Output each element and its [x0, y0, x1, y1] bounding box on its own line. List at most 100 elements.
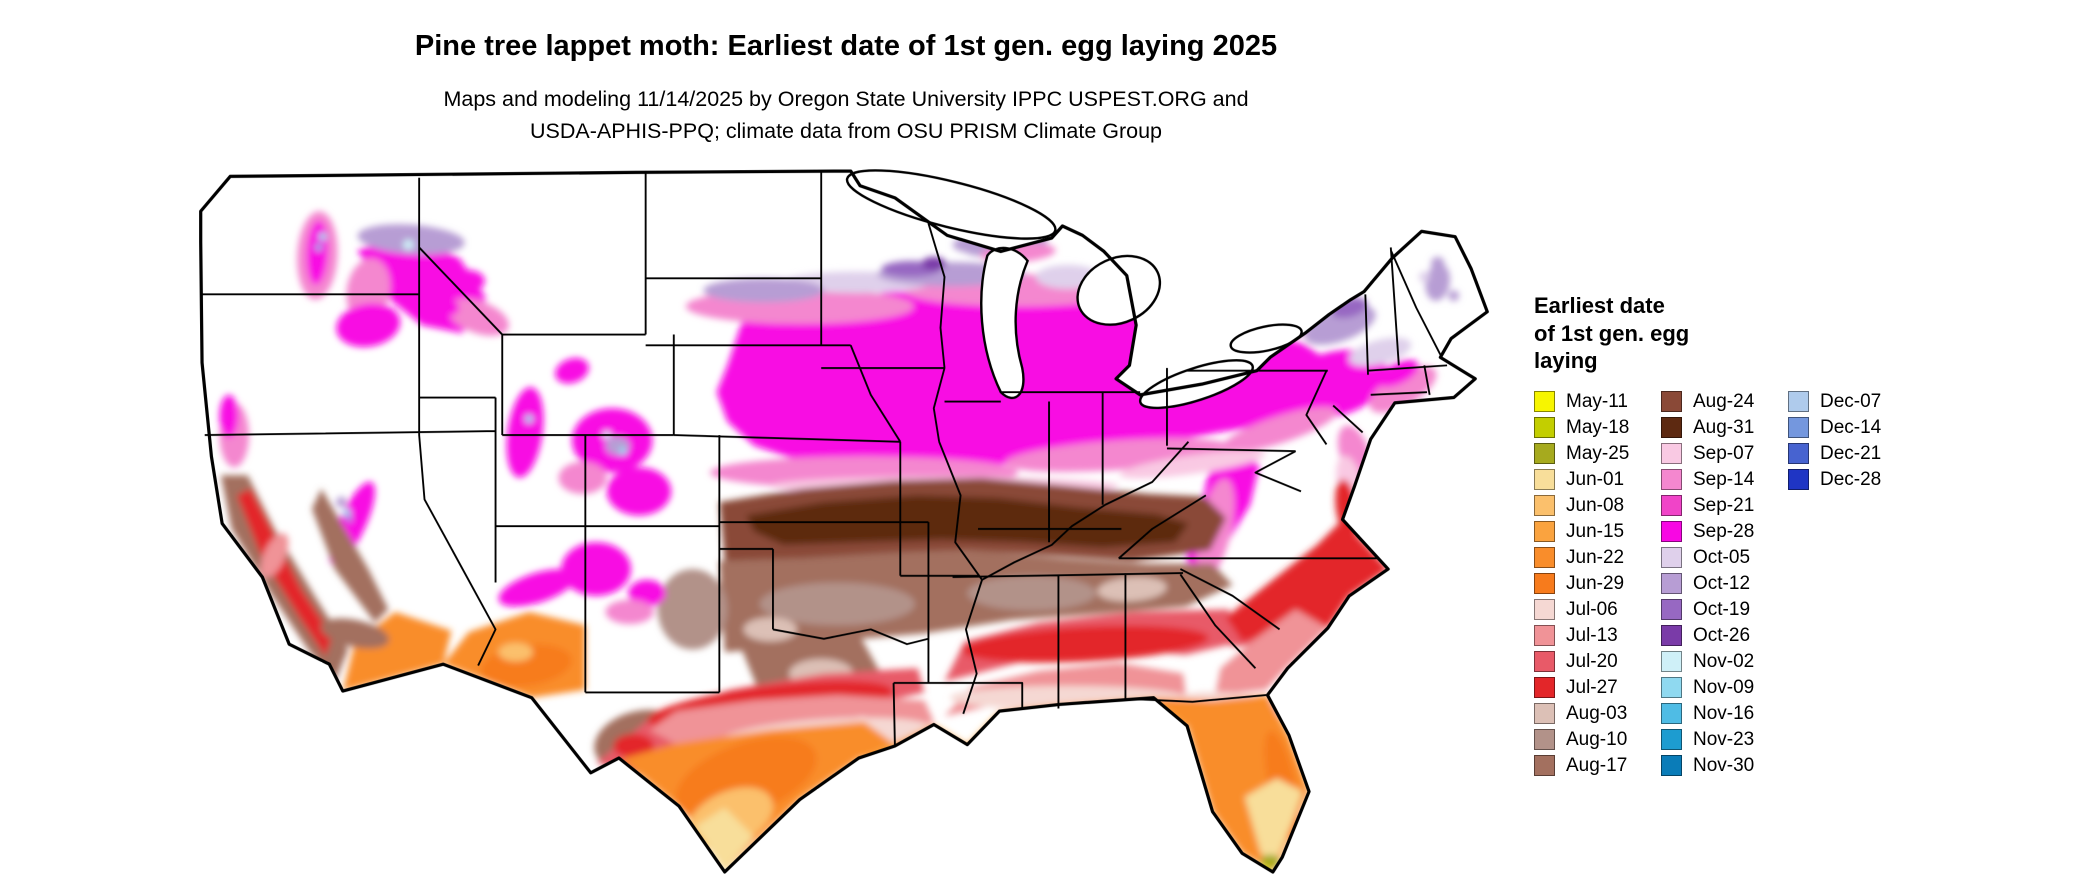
legend-swatch: [1661, 755, 1682, 776]
legend-column-1: May-11 May-18 May-25 Jun-01 Jun-08 Jun-15 Jun-…: [1534, 389, 1661, 779]
legend-entry: Jun-01: [1534, 467, 1661, 493]
legend-entry: Dec-07: [1788, 389, 1915, 415]
legend-entry: Aug-24: [1661, 389, 1788, 415]
legend-entry: Sep-14: [1661, 467, 1788, 493]
legend-swatch: [1534, 547, 1555, 568]
legend-label: May-18: [1566, 416, 1630, 438]
legend-swatch: [1788, 443, 1809, 464]
legend-label: Jul-27: [1566, 676, 1618, 698]
legend-label: Jul-13: [1566, 624, 1618, 646]
legend-swatch: [1534, 391, 1555, 412]
legend-swatch: [1534, 755, 1555, 776]
legend-entry: Jul-13: [1534, 623, 1661, 649]
legend-label: Nov-30: [1693, 754, 1755, 776]
legend-swatch: [1661, 677, 1682, 698]
legend-swatch: [1534, 417, 1555, 438]
legend-label: Aug-03: [1566, 702, 1628, 724]
legend: Earliest date of 1st gen. egg laying May…: [1534, 292, 2094, 779]
legend-swatch: [1661, 625, 1682, 646]
legend-swatch: [1661, 547, 1682, 568]
legend-swatch: [1788, 391, 1809, 412]
header: Pine tree lappet moth: Earliest date of …: [0, 0, 1692, 147]
egg-laying-date-regions: [219, 211, 1460, 872]
region-jun01-texas-tip: [695, 807, 755, 872]
legend-label: Nov-16: [1693, 702, 1755, 724]
legend-swatch: [1534, 625, 1555, 646]
legend-title: Earliest date of 1st gen. egg laying: [1534, 293, 1690, 373]
legend-swatch: [1661, 651, 1682, 672]
map-title: Pine tree lappet moth: Earliest date of …: [414, 30, 1278, 62]
legend-swatch: [1661, 495, 1682, 516]
legend-entry: Nov-30: [1661, 753, 1788, 779]
region-jul27-seaboard: [1225, 519, 1389, 642]
legend-swatch: [1661, 599, 1682, 620]
legend-label: Oct-19: [1693, 598, 1751, 620]
legend-label: Jun-22: [1566, 546, 1625, 568]
legend-entry: Jul-06: [1534, 597, 1661, 623]
lake-superior: [845, 169, 1057, 240]
legend-swatch: [1534, 443, 1555, 464]
legend-swatch: [1661, 443, 1682, 464]
legend-entry: May-11: [1534, 389, 1661, 415]
legend-entry: Aug-17: [1534, 753, 1661, 779]
legend-swatch: [1534, 677, 1555, 698]
legend-entry: Aug-10: [1534, 727, 1661, 753]
legend-label: Nov-02: [1693, 650, 1755, 672]
legend-entry: Sep-21: [1661, 493, 1788, 519]
legend-entry: Nov-09: [1661, 675, 1788, 701]
legend-label: Dec-21: [1820, 442, 1882, 464]
legend-entry: Jun-08: [1534, 493, 1661, 519]
legend-entry: Sep-28: [1661, 519, 1788, 545]
legend-entry: Jun-22: [1534, 545, 1661, 571]
legend-swatch: [1661, 573, 1682, 594]
great-lakes: [845, 169, 1303, 410]
legend-swatch: [1534, 469, 1555, 490]
legend-swatch: [1788, 469, 1809, 490]
legend-swatch: [1661, 391, 1682, 412]
legend-swatch: [1534, 599, 1555, 620]
legend-label: Sep-21: [1693, 494, 1755, 516]
legend-entry: Aug-03: [1534, 701, 1661, 727]
legend-swatch: [1534, 651, 1555, 672]
legend-entry: Nov-23: [1661, 727, 1788, 753]
legend-entry: Oct-19: [1661, 597, 1788, 623]
legend-swatch: [1661, 521, 1682, 542]
legend-columns: May-11 May-18 May-25 Jun-01 Jun-08 Jun-15 Jun-…: [1534, 389, 2094, 779]
map-subtitle-line-2: USDA-APHIS-PPQ; climate data from OSU PR…: [529, 119, 1163, 143]
legend-entry: Jun-15: [1534, 519, 1661, 545]
legend-entry: Aug-31: [1661, 415, 1788, 441]
lake-michigan: [980, 246, 1030, 400]
map-subtitle-line-1: Maps and modeling 11/14/2025 by Oregon S…: [443, 87, 1249, 111]
legend-entry: Jul-27: [1534, 675, 1661, 701]
us-map-svg: [199, 169, 1489, 874]
legend-label: May-11: [1566, 390, 1628, 412]
legend-entry: Dec-14: [1788, 415, 1915, 441]
legend-label: Dec-28: [1820, 468, 1882, 490]
legend-entry: Oct-12: [1661, 571, 1788, 597]
region-jul13-texas: [649, 695, 934, 746]
legend-label: Nov-09: [1693, 676, 1755, 698]
legend-column-3: Dec-07 Dec-14 Dec-21 Dec-28: [1788, 389, 1915, 779]
legend-entry: Dec-28: [1788, 467, 1915, 493]
legend-label: Jul-06: [1566, 598, 1618, 620]
legend-swatch: [1788, 417, 1809, 438]
legend-entry: May-25: [1534, 441, 1661, 467]
legend-label: Jun-08: [1566, 494, 1625, 516]
legend-label: Dec-07: [1820, 390, 1882, 412]
us-map: [194, 167, 1494, 884]
legend-label: Jun-29: [1566, 572, 1625, 594]
state-borders: [200, 171, 1448, 746]
legend-entry: Nov-16: [1661, 701, 1788, 727]
region-jun01-south-florida: [1244, 778, 1303, 867]
legend-entry: Oct-05: [1661, 545, 1788, 571]
legend-swatch: [1661, 469, 1682, 490]
legend-label: Aug-31: [1693, 416, 1755, 438]
us-outline: [199, 169, 1489, 874]
legend-label: Jul-20: [1566, 650, 1618, 672]
legend-label: Sep-07: [1693, 442, 1755, 464]
legend-entry: Nov-02: [1661, 649, 1788, 675]
legend-swatch: [1534, 729, 1555, 750]
lake-huron: [1076, 254, 1162, 326]
legend-label: Jun-15: [1566, 520, 1625, 542]
legend-swatch: [1534, 573, 1555, 594]
